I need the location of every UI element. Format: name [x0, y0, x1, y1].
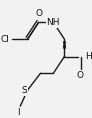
Text: S: S: [21, 86, 27, 95]
Text: HO: HO: [85, 52, 92, 61]
Text: Cl: Cl: [0, 35, 9, 44]
Text: O: O: [36, 9, 43, 18]
Text: I: I: [18, 108, 20, 117]
Text: O: O: [77, 71, 84, 80]
Text: NH: NH: [47, 18, 60, 27]
